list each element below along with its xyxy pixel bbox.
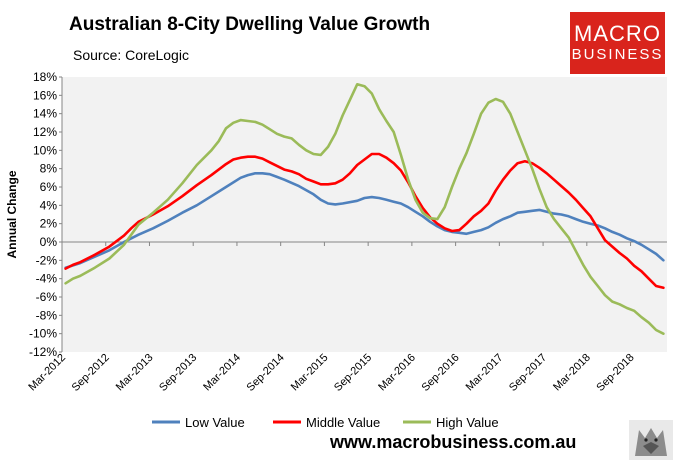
- x-tick-label: Sep-2016: [420, 352, 462, 394]
- x-tick-label: Sep-2012: [70, 352, 112, 394]
- logo-line-1: MACRO: [574, 21, 661, 46]
- x-tick-label: Mar-2015: [289, 352, 331, 394]
- legend-label: Middle Value: [306, 415, 380, 430]
- y-tick-label: -2%: [36, 253, 58, 267]
- y-tick-label: -4%: [36, 272, 58, 286]
- y-axis: -12% -10% -8% -6% -4% -2% 0% 2% 4% 6% 8% 10% 12% 14% 1…: [29, 70, 62, 359]
- y-tick-label: 0%: [40, 235, 58, 249]
- website-url: www.macrobusiness.com.au: [330, 432, 577, 452]
- y-tick-label: -12%: [29, 345, 57, 359]
- y-tick-label: 2%: [40, 217, 58, 231]
- series-group: [64, 83, 665, 335]
- y-tick-label: 10%: [33, 143, 57, 157]
- x-tick-label: Sep-2013: [157, 352, 199, 394]
- x-tick-label: Sep-2014: [245, 352, 287, 394]
- legend-label: High Value: [436, 415, 499, 430]
- macro-business-logo: MACRO BUSINESS: [570, 12, 665, 74]
- y-tick-label: 8%: [40, 162, 58, 176]
- chart-source: Source: CoreLogic: [73, 47, 189, 63]
- series-line-middle-value: [64, 152, 665, 290]
- legend-label: Low Value: [185, 415, 245, 430]
- y-tick-label: -6%: [36, 290, 58, 304]
- x-tick-label: Mar-2014: [201, 352, 243, 394]
- y-tick-label: 6%: [40, 180, 58, 194]
- x-tick-label: Sep-2017: [507, 352, 549, 394]
- x-tick-label: Sep-2018: [594, 352, 636, 394]
- y-tick-label: -10%: [29, 327, 57, 341]
- y-tick-label: -8%: [36, 308, 58, 322]
- x-tick-label: Sep-2015: [332, 352, 374, 394]
- legend: Low Value Middle Value High Value: [152, 415, 499, 430]
- grid: [61, 77, 667, 352]
- series-line-low-value: [64, 172, 665, 269]
- x-tick-label: Mar-2018: [551, 352, 593, 394]
- x-tick-label: Mar-2013: [114, 352, 156, 394]
- y-tick-label: 18%: [33, 70, 57, 84]
- wolf-logo-icon: [629, 420, 673, 460]
- series-line-high-value: [64, 83, 665, 335]
- logo-line-2: BUSINESS: [571, 46, 664, 63]
- chart-title: Australian 8-City Dwelling Value Growth: [69, 14, 431, 35]
- y-tick-label: 12%: [33, 125, 57, 139]
- y-tick-label: 14%: [33, 107, 57, 121]
- x-tick-label: Mar-2017: [464, 352, 506, 394]
- y-tick-label: 4%: [40, 198, 58, 212]
- y-axis-label: Annual Change: [5, 170, 19, 258]
- y-tick-label: 16%: [33, 88, 57, 102]
- x-tick-label: Mar-2016: [376, 352, 418, 394]
